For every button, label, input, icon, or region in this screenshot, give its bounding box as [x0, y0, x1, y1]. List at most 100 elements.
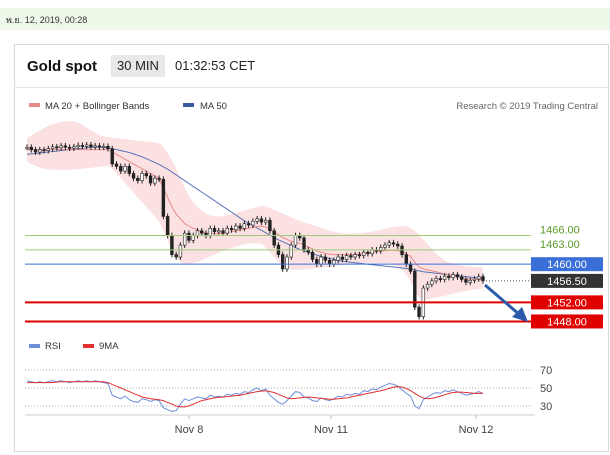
- candle-body: [268, 219, 272, 232]
- candle-body: [408, 263, 413, 272]
- rsi-tick-label: 70: [540, 365, 552, 377]
- candle-body: [97, 145, 102, 148]
- instrument-title: Gold spot: [27, 58, 97, 75]
- pivot-label: 1460.00: [547, 259, 587, 271]
- candle-body: [340, 256, 345, 260]
- candle-body: [46, 148, 51, 151]
- candle-body: [263, 219, 268, 223]
- candle-body: [404, 254, 408, 265]
- candle-body: [438, 278, 443, 281]
- candle-body: [259, 218, 264, 223]
- candle-body: [153, 177, 157, 184]
- ma20-legend-label: MA 20 + Bollinger Bands: [45, 101, 150, 112]
- candle-body: [178, 244, 183, 258]
- candle-body: [455, 274, 460, 278]
- candle-body: [464, 279, 468, 283]
- rsi-legend-label: RSI: [45, 341, 61, 352]
- rsi-plot: 70 50 30: [25, 365, 552, 413]
- candle-body: [174, 254, 178, 258]
- candle-body: [59, 145, 63, 149]
- candle-body: [396, 243, 400, 247]
- x-tick-label: Nov 8: [175, 424, 204, 436]
- candle-body: [212, 228, 217, 233]
- copyright-label: Research © 2019 Trading Central: [456, 101, 598, 112]
- interval-badge[interactable]: 30 MIN: [111, 55, 165, 77]
- candle-body: [477, 276, 481, 280]
- candle-body: [195, 230, 200, 236]
- rsi-ma-legend-swatch: [83, 344, 94, 348]
- candle-body: [182, 232, 187, 246]
- x-tick-label: Nov 11: [314, 424, 348, 436]
- candle-body: [370, 249, 374, 254]
- top-strip: พ.ย. 12, 2019, 00:28: [0, 8, 610, 30]
- candle-body: [136, 177, 140, 181]
- candle-body: [89, 144, 93, 148]
- bollinger-band: [27, 121, 483, 300]
- candle-body: [246, 223, 251, 226]
- candle-body: [332, 260, 336, 265]
- candle-body: [434, 278, 438, 282]
- x-tick-label: Nov 12: [459, 424, 494, 436]
- candle-body: [55, 146, 59, 149]
- ma50-legend-label: MA 50: [200, 101, 227, 112]
- timestamp: พ.ย. 12, 2019, 00:28: [6, 15, 88, 25]
- ma20-legend-swatch: [29, 103, 40, 107]
- candle-body: [344, 255, 349, 260]
- candle-body: [123, 166, 127, 172]
- candle-body: [144, 173, 149, 177]
- candle-body: [72, 146, 76, 149]
- candle-body: [76, 145, 80, 148]
- candle-body: [425, 283, 430, 289]
- candle-body: [357, 254, 362, 257]
- candle-body: [33, 149, 38, 153]
- candle-body: [281, 254, 285, 270]
- candle-body: [361, 251, 366, 256]
- x-axis-ticks: Nov 8 Nov 11 Nov 12: [175, 415, 494, 436]
- candle-body: [255, 218, 259, 222]
- ma50-legend-swatch: [183, 103, 194, 107]
- candle-body: [315, 259, 319, 265]
- candle-body: [472, 278, 477, 281]
- candle-body: [323, 256, 328, 261]
- candle-body: [481, 276, 485, 282]
- candle-body: [302, 237, 306, 251]
- candle-body: [208, 228, 212, 236]
- price-levels: 1466.00 1463.00 1460.00 1456.50 1452.00 1448.…: [25, 225, 603, 329]
- candle-body: [38, 149, 42, 153]
- price-chart: MA 20 + Bollinger Bands MA 50 Research ©…: [25, 101, 603, 436]
- rsi-line: [26, 380, 484, 412]
- candle-body: [430, 280, 434, 285]
- candle-body: [366, 251, 370, 254]
- candle-body: [80, 145, 85, 147]
- candle-body: [191, 235, 195, 241]
- support-label: 1448.00: [547, 316, 587, 328]
- candle-body: [234, 225, 238, 231]
- candle-body: [225, 228, 229, 234]
- rsi-tick-label: 50: [540, 383, 552, 395]
- candle-body: [102, 145, 106, 148]
- rsi-legend-swatch: [29, 344, 40, 348]
- candle-body: [310, 251, 315, 260]
- candle-body: [63, 145, 68, 148]
- forecast-arrow-head: [512, 307, 528, 322]
- candle-body: [217, 230, 221, 233]
- candle-body: [391, 242, 396, 245]
- candle-body: [451, 274, 455, 278]
- rsi-ma-legend-label: 9MA: [99, 341, 119, 352]
- candle-body: [229, 228, 234, 231]
- chart-panel: Gold spot 30 MIN 01:32:53 CET MA 20 + Bo…: [14, 44, 609, 452]
- candle-body: [50, 146, 55, 149]
- candle-body: [468, 280, 472, 283]
- price-plot: [25, 121, 485, 320]
- candle-body: [114, 163, 119, 167]
- candle-body: [110, 148, 114, 165]
- candle-body: [289, 244, 293, 258]
- candle-body: [161, 178, 166, 217]
- candle-body: [140, 173, 144, 181]
- candle-body: [413, 271, 417, 308]
- candle-body: [379, 247, 383, 252]
- candle-body: [442, 275, 447, 280]
- clock-label: 01:32:53 CET: [175, 58, 256, 73]
- resistance-label: 1463.00: [540, 239, 580, 251]
- candle-body: [238, 225, 242, 229]
